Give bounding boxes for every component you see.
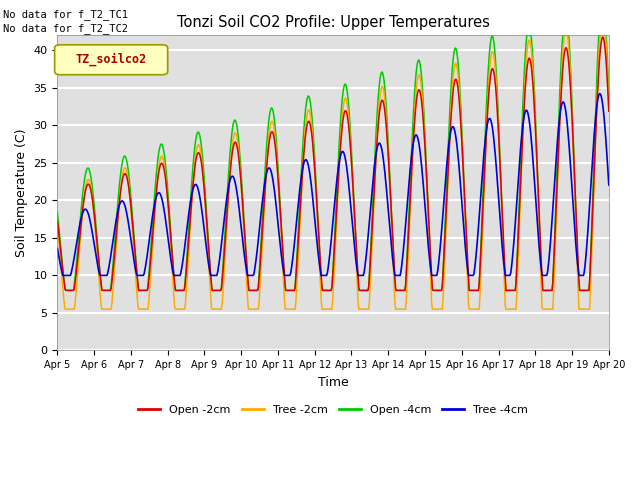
Tree -4cm: [401, 231, 409, 237]
Tree -2cm: [54, 222, 61, 228]
Title: Tonzi Soil CO2 Profile: Upper Temperatures: Tonzi Soil CO2 Profile: Upper Temperatur…: [177, 15, 490, 30]
Open -2cm: [62, 288, 70, 293]
Open -4cm: [54, 210, 61, 216]
Open -4cm: [177, 288, 185, 293]
Open -2cm: [54, 218, 61, 224]
FancyBboxPatch shape: [54, 45, 168, 75]
Tree -2cm: [605, 104, 612, 109]
Text: TZ_soilco2: TZ_soilco2: [76, 53, 147, 66]
Tree -2cm: [121, 165, 129, 171]
Open -4cm: [401, 288, 409, 293]
Tree -4cm: [121, 203, 129, 208]
Line: Open -4cm: Open -4cm: [58, 36, 609, 290]
Tree -4cm: [60, 273, 67, 278]
Open -2cm: [417, 93, 425, 99]
Open -2cm: [177, 288, 185, 293]
Tree -4cm: [605, 182, 612, 188]
Text: No data for f_T2_TC1: No data for f_T2_TC1: [3, 9, 128, 20]
Open -4cm: [121, 153, 129, 159]
Text: No data for f_T2_TC2: No data for f_T2_TC2: [3, 23, 128, 34]
Open -4cm: [62, 288, 70, 293]
Tree -4cm: [54, 245, 61, 251]
Line: Tree -2cm: Tree -2cm: [58, 36, 609, 309]
Open -2cm: [401, 288, 409, 293]
Legend: Open -2cm, Tree -2cm, Open -4cm, Tree -4cm: Open -2cm, Tree -2cm, Open -4cm, Tree -4…: [134, 400, 532, 419]
Tree -2cm: [61, 306, 69, 312]
Y-axis label: Soil Temperature (C): Soil Temperature (C): [15, 129, 28, 257]
Open -2cm: [599, 34, 607, 40]
X-axis label: Time: Time: [317, 376, 349, 389]
Open -2cm: [64, 288, 72, 293]
Open -2cm: [605, 108, 612, 114]
Line: Tree -4cm: Tree -4cm: [58, 94, 609, 276]
Tree -4cm: [417, 156, 425, 162]
Tree -4cm: [64, 273, 72, 278]
Open -2cm: [206, 264, 214, 269]
Open -4cm: [523, 33, 531, 38]
Tree -2cm: [206, 283, 214, 289]
Line: Open -2cm: Open -2cm: [58, 37, 609, 290]
Tree -2cm: [64, 306, 72, 312]
Tree -4cm: [177, 270, 185, 276]
Open -4cm: [206, 266, 214, 272]
Tree -2cm: [417, 80, 425, 86]
Tree -4cm: [596, 91, 604, 96]
Open -2cm: [121, 171, 129, 177]
Tree -2cm: [401, 306, 409, 312]
Open -4cm: [605, 94, 612, 100]
Tree -4cm: [206, 270, 214, 276]
Tree -2cm: [561, 33, 568, 38]
Open -4cm: [64, 288, 72, 293]
Tree -2cm: [177, 306, 185, 312]
Open -4cm: [417, 67, 425, 73]
